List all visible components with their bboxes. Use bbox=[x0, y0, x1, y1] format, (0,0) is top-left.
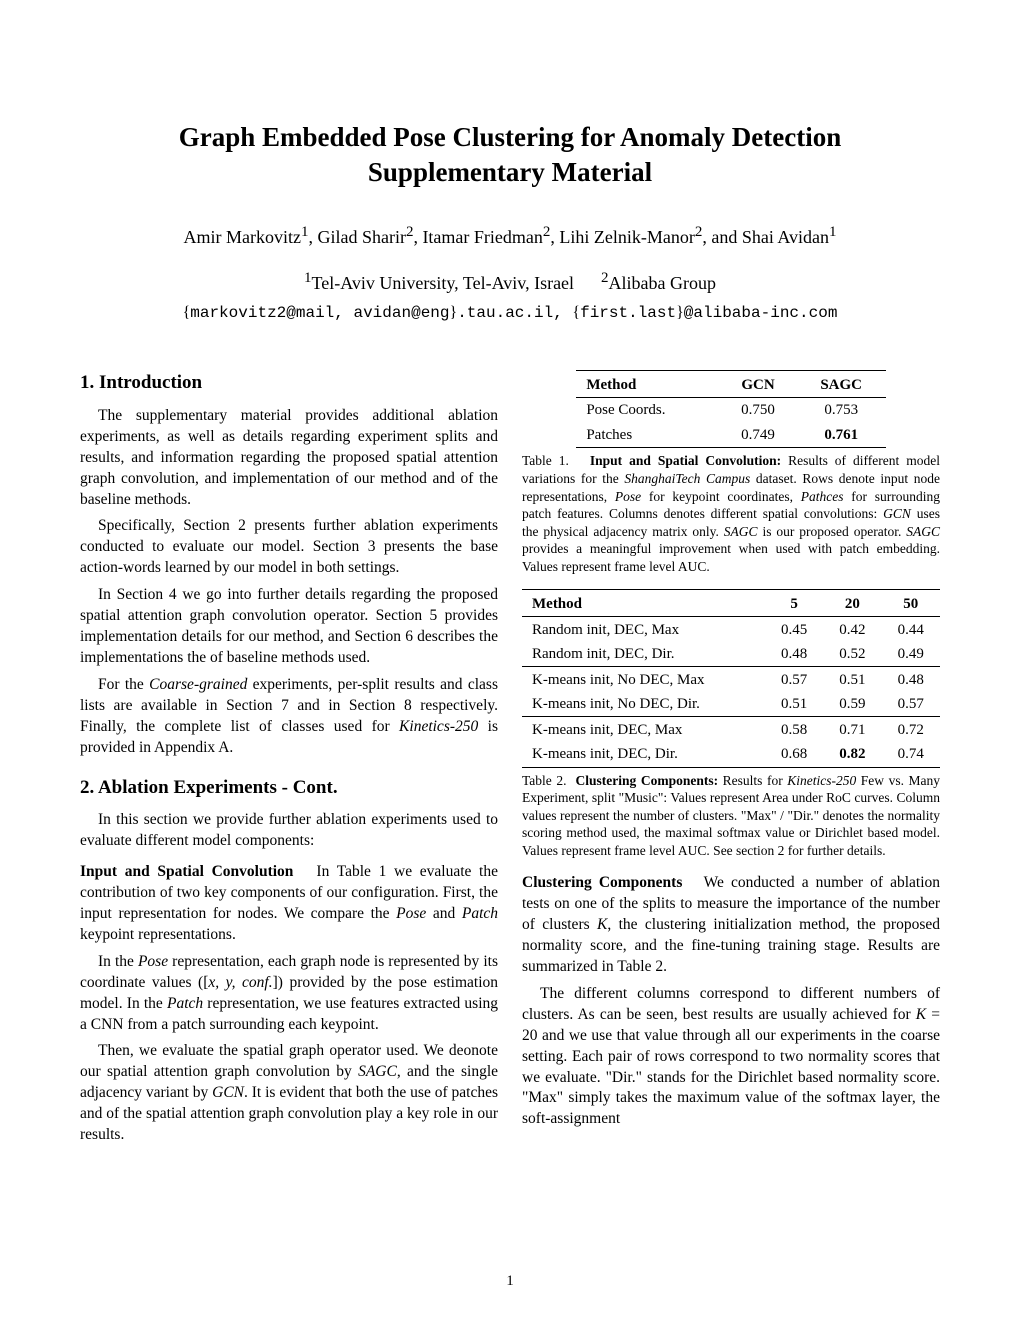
sec1-para-3: In Section 4 we go into further details … bbox=[80, 585, 498, 669]
table-cell: K-means init, No DEC, Max bbox=[522, 668, 765, 692]
table-cell: 0.51 bbox=[823, 668, 881, 692]
table-1: Method GCN SAGC Pose Coords.0.7500.753 Pa… bbox=[576, 370, 885, 448]
table-cell: 0.57 bbox=[765, 668, 823, 692]
tbl1-head-method: Method bbox=[576, 373, 719, 398]
left-column: 1. Introduction The supplementary materi… bbox=[80, 366, 498, 1152]
table-cell: K-means init, DEC, Dir. bbox=[522, 742, 765, 766]
two-column-body: 1. Introduction The supplementary materi… bbox=[80, 366, 940, 1152]
title-line-1: Graph Embedded Pose Clustering for Anoma… bbox=[80, 120, 940, 155]
affiliations: 1Tel-Aviv University, Tel-Aviv, Israel 2… bbox=[80, 270, 940, 294]
right-column: Method GCN SAGC Pose Coords.0.7500.753 Pa… bbox=[522, 366, 940, 1152]
table-cell: 0.48 bbox=[765, 642, 823, 667]
sec2-para-4: Then, we evaluate the spatial graph oper… bbox=[80, 1041, 498, 1146]
table-cell: 0.48 bbox=[882, 668, 940, 692]
title-line-2: Supplementary Material bbox=[80, 155, 940, 190]
table-cell: 0.71 bbox=[823, 718, 881, 742]
sec1-para-4: For the Coarse-grained experiments, per-… bbox=[80, 675, 498, 759]
table-cell: 0.749 bbox=[719, 423, 796, 447]
tbl1-head-sagc: SAGC bbox=[797, 373, 886, 398]
section-2-heading: 2. Ablation Experiments - Cont. bbox=[80, 775, 498, 801]
table-cell: Patches bbox=[576, 423, 719, 447]
table-cell: Pose Coords. bbox=[576, 398, 719, 422]
sec2-para-2: Input and Spatial Convolution In Table 1… bbox=[80, 862, 498, 946]
table-2-caption: Table 2. Clustering Components: Results … bbox=[522, 772, 940, 860]
table-cell: 0.59 bbox=[823, 692, 881, 717]
section-1-heading: 1. Introduction bbox=[80, 370, 498, 396]
table-cell: 0.44 bbox=[882, 618, 940, 642]
table-cell: Random init, DEC, Dir. bbox=[522, 642, 765, 667]
emails: {markovitz2@mail, avidan@eng}.tau.ac.il,… bbox=[80, 304, 940, 322]
sec1-para-1: The supplementary material provides addi… bbox=[80, 406, 498, 511]
table-cell: 0.68 bbox=[765, 742, 823, 766]
tbl2-head-method: Method bbox=[522, 592, 765, 617]
table-cell: 0.82 bbox=[823, 742, 881, 766]
table-cell: 0.761 bbox=[797, 423, 886, 447]
table-cell: 0.750 bbox=[719, 398, 796, 422]
page-number: 1 bbox=[0, 1273, 1020, 1290]
tbl2-head-50: 50 bbox=[882, 592, 940, 617]
table-cell: 0.42 bbox=[823, 618, 881, 642]
tbl1-head-gcn: GCN bbox=[719, 373, 796, 398]
table-cell: 0.52 bbox=[823, 642, 881, 667]
authors: Amir Markovitz1, Gilad Sharir2, Itamar F… bbox=[80, 224, 940, 248]
table-cell: Random init, DEC, Max bbox=[522, 618, 765, 642]
table-cell: 0.57 bbox=[882, 692, 940, 717]
tbl2-head-20: 20 bbox=[823, 592, 881, 617]
sec1-para-2: Specifically, Section 2 presents further… bbox=[80, 516, 498, 579]
sec2-para-3: In the Pose representation, each graph n… bbox=[80, 952, 498, 1036]
right-para-2: The different columns correspond to diff… bbox=[522, 984, 940, 1130]
table-cell: 0.49 bbox=[882, 642, 940, 667]
table-cell: 0.51 bbox=[765, 692, 823, 717]
sec2-para-1: In this section we provide further ablat… bbox=[80, 810, 498, 852]
table-cell: 0.74 bbox=[882, 742, 940, 766]
table-2: Method 5 20 50 Random init, DEC, Max0.45… bbox=[522, 589, 940, 767]
table-cell: 0.45 bbox=[765, 618, 823, 642]
table-cell: K-means init, No DEC, Dir. bbox=[522, 692, 765, 717]
paper-title: Graph Embedded Pose Clustering for Anoma… bbox=[80, 120, 940, 190]
table-cell: 0.58 bbox=[765, 718, 823, 742]
table-cell: 0.72 bbox=[882, 718, 940, 742]
table-1-caption: Table 1. Input and Spatial Convolution: … bbox=[522, 452, 940, 575]
table-cell: 0.753 bbox=[797, 398, 886, 422]
right-para-1: Clustering Components We conducted a num… bbox=[522, 873, 940, 978]
table-cell: K-means init, DEC, Max bbox=[522, 718, 765, 742]
tbl2-head-5: 5 bbox=[765, 592, 823, 617]
